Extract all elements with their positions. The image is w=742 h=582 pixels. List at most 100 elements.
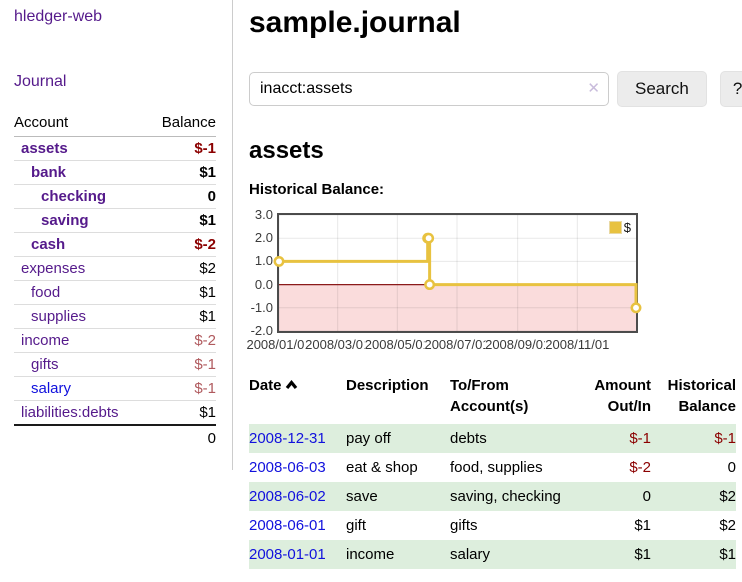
- account-row: food $1: [14, 280, 216, 305]
- account-link[interactable]: food: [31, 284, 61, 301]
- register-col-description: Description: [346, 377, 429, 394]
- account-balance: $2: [199, 260, 216, 277]
- account-balance: $-2: [194, 332, 216, 349]
- search-button[interactable]: Search: [617, 71, 707, 107]
- account-link[interactable]: income: [21, 332, 70, 349]
- transaction-description: eat & shop: [346, 459, 418, 476]
- account-balance: $1: [199, 164, 216, 181]
- account-row: liabilities:debts $1: [14, 400, 216, 426]
- accounts-table: Account Balance assets $-1 bank $1 check…: [14, 111, 216, 450]
- account-link[interactable]: liabilities:debts: [21, 404, 119, 421]
- transaction-description: income: [346, 546, 395, 563]
- account-row: supplies $1: [14, 304, 216, 329]
- x-axis-tick-label: 2008/09/01: [485, 337, 551, 352]
- transaction-accounts: debts: [450, 430, 487, 447]
- transaction-date-link[interactable]: 2008-06-03: [249, 459, 326, 476]
- accounts-header-row: Account Balance: [14, 111, 216, 137]
- register-col-amount: Amount Out/In: [594, 377, 651, 415]
- register-col-balance: Historical Balance: [667, 377, 736, 415]
- transaction-accounts: salary: [450, 546, 491, 563]
- accounts-total-row: 0: [14, 424, 216, 450]
- account-row: income $-2: [14, 328, 216, 353]
- account-row: salary $-1: [14, 376, 216, 401]
- legend-label: $: [623, 220, 631, 235]
- account-link[interactable]: bank: [31, 164, 67, 181]
- transaction-balance: $2: [719, 517, 736, 534]
- search-input[interactable]: [249, 72, 609, 106]
- chart: $ 3.0 2.0 1.0 0.0 -1.0 -2.0 2008/01/01 2008/03/…: [246, 206, 736, 354]
- x-axis-tick-label: 2008/03/01: [305, 337, 371, 352]
- account-balance: $1: [199, 308, 216, 325]
- y-axis-tick-label: 2.0: [254, 230, 273, 246]
- account-row: checking 0: [14, 184, 216, 209]
- transaction-date-link[interactable]: 2008-01-01: [249, 546, 326, 563]
- account-balance: $-1: [194, 140, 216, 157]
- transaction-description: pay off: [346, 430, 391, 447]
- x-axis-tick-label: 2008/01/01: [246, 337, 312, 352]
- account-link[interactable]: salary: [31, 380, 72, 397]
- transaction-amount: $1: [634, 517, 651, 534]
- x-axis-tick-label: 2008/05/01: [364, 337, 430, 352]
- register-row: 2008-06-03 eat & shop food, supplies $-2…: [249, 453, 736, 482]
- nav-journal-link[interactable]: Journal: [14, 73, 67, 90]
- transaction-balance: $1: [719, 546, 736, 563]
- account-balance: 0: [207, 188, 216, 205]
- register-table: Date Description To/From Account(s) Amou…: [249, 375, 736, 569]
- account-title: assets: [249, 137, 324, 164]
- y-axis-tick-label: 1.0: [254, 253, 273, 269]
- account-row: gifts $-1: [14, 352, 216, 377]
- account-row: expenses $2: [14, 256, 216, 281]
- main-content: sample.journal ✕ Search ? assets Histori…: [234, 0, 742, 569]
- register-col-date[interactable]: Date: [249, 375, 346, 424]
- account-row: saving $1: [14, 208, 216, 233]
- sort-ascending-icon: [285, 379, 297, 390]
- transaction-balance: 0: [727, 459, 736, 476]
- transaction-amount: $1: [634, 546, 651, 563]
- account-balance: $-1: [194, 356, 216, 373]
- account-link[interactable]: assets: [21, 140, 68, 157]
- account-link[interactable]: cash: [31, 236, 66, 253]
- search-bar: ✕ Search ?: [249, 71, 742, 107]
- account-link[interactable]: checking: [41, 188, 107, 205]
- transaction-date-link[interactable]: 2008-06-01: [249, 517, 326, 534]
- transaction-amount: 0: [642, 488, 651, 505]
- account-link[interactable]: expenses: [21, 260, 86, 277]
- register-row: 2008-06-02 save saving, checking 0 $2: [249, 482, 736, 511]
- transaction-date-link[interactable]: 2008-12-31: [249, 430, 326, 447]
- y-axis-tick-label: -1.0: [250, 299, 273, 315]
- chart-title-label: Historical Balance:: [249, 181, 385, 198]
- register-header-row: Date Description To/From Account(s) Amou…: [249, 375, 736, 424]
- account-link[interactable]: supplies: [31, 308, 87, 325]
- chart-plot: $: [273, 213, 642, 333]
- chart-canvas: [273, 214, 642, 332]
- help-button[interactable]: ?: [719, 71, 742, 107]
- account-row: cash $-2: [14, 232, 216, 257]
- accounts-rows: assets $-1 bank $1 checking 0 saving $1 …: [14, 136, 216, 426]
- sidebar-nav: Journal: [14, 73, 218, 91]
- clear-search-icon[interactable]: ✕: [587, 80, 600, 97]
- account-balance: $1: [199, 284, 216, 301]
- account-balance: $1: [199, 212, 216, 229]
- register-row: 2008-12-31 pay off debts $-1 $-1: [249, 424, 736, 453]
- x-axis-tick-label: 2008/07/01: [424, 337, 490, 352]
- account-row: bank $1: [14, 160, 216, 185]
- x-axis-tick-label: 2008/11/01: [545, 337, 610, 352]
- transaction-description: gift: [346, 517, 367, 534]
- register-row: 2008-01-01 income salary $1 $1: [249, 540, 736, 569]
- account-link[interactable]: saving: [41, 212, 89, 229]
- register-col-accounts: To/From Account(s): [450, 377, 529, 415]
- transaction-accounts: food, supplies: [450, 459, 543, 476]
- transaction-date-link[interactable]: 2008-06-02: [249, 488, 326, 505]
- accounts-total-balance: 0: [147, 424, 216, 450]
- app-brand-link[interactable]: hledger-web: [14, 8, 103, 25]
- y-axis-tick-label: -2.0: [250, 323, 273, 338]
- search-input-wrap: ✕: [249, 72, 609, 106]
- sidebar: hledger-web Journal Account Balance asse…: [0, 0, 233, 470]
- transaction-accounts: gifts: [450, 517, 478, 534]
- accounts-col-account: Account: [14, 114, 69, 131]
- chart-legend: $: [606, 219, 633, 236]
- account-link[interactable]: gifts: [31, 356, 59, 373]
- y-axis-tick-label: 0.0: [254, 276, 273, 292]
- account-balance: $-2: [194, 236, 216, 253]
